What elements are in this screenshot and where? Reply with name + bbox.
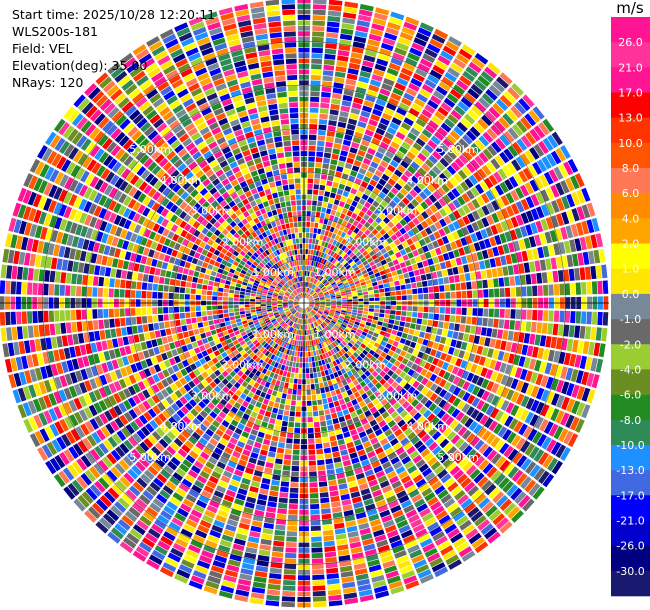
range-ring-label: 1.00km: [252, 328, 294, 341]
range-ring-label: 1.00km: [314, 328, 356, 341]
colorbar-swatch: [611, 545, 650, 572]
colorbar-swatch: [611, 369, 650, 395]
info-panel: Start time: 2025/10/28 12:20:11 WLS200s-…: [12, 6, 215, 91]
colorbar-swatch: [611, 168, 650, 194]
range-ring-label: 3.00km: [191, 205, 233, 218]
range-ring-label: 1.00km: [314, 266, 356, 279]
range-ring-label: 1.00km: [252, 266, 294, 279]
velocity-gates-bin-3: [4, 0, 601, 591]
ppi-gates: [0, 0, 609, 608]
colorbar-tick-label: 1.0: [622, 263, 640, 276]
field-text: Field: VEL: [12, 41, 73, 56]
colorbar-tick-label: 10.0: [618, 137, 643, 150]
colorbar-tick-label: -4.0: [620, 363, 641, 376]
colorbar-swatch: [611, 268, 650, 295]
colorbar-tick-label: 4.0: [622, 212, 640, 225]
range-ring-label: 4.00km: [406, 174, 448, 187]
colorbar-swatch: [611, 344, 650, 370]
range-ring-label: 4.00km: [160, 420, 202, 433]
colorbar-swatch: [611, 293, 650, 320]
instrument-text: WLS200s-181: [12, 24, 98, 39]
range-ring-label: 3.00km: [191, 389, 233, 402]
colorbar-tick-label: 21.0: [618, 61, 643, 74]
colorbar-tick-label: -1.0: [620, 313, 641, 326]
velocity-gates-bin-1: [8, 7, 604, 583]
colorbar-tick-label: 13.0: [618, 112, 643, 125]
colorbar-tick-label: 17.0: [618, 87, 643, 100]
colorbar-tick-label: -17.0: [616, 489, 644, 502]
colorbar-tick-label: -30.0: [616, 565, 644, 578]
colorbar-swatch: [611, 142, 650, 169]
velocity-gates-bin-16: [22, 4, 604, 601]
colorbar-tick-label: 8.0: [622, 162, 640, 175]
colorbar-tick-label: 6.0: [622, 187, 640, 200]
colorbar-swatch: [611, 92, 650, 118]
colorbar-swatch: [611, 243, 650, 270]
colorbar-swatch: [611, 470, 650, 496]
colorbar-swatch: [611, 419, 650, 446]
range-ring-label: 2.00km: [345, 359, 387, 372]
colorbar-tick-label: -10.0: [616, 439, 644, 452]
range-ring-label: 4.00km: [406, 420, 448, 433]
colorbar-swatch: [611, 17, 650, 43]
range-ring-label: 5.00km: [437, 451, 479, 464]
colorbar-swatch: [611, 193, 650, 219]
colorbar-swatch: [611, 520, 650, 546]
colorbar-tick-label: 0.0: [622, 288, 640, 301]
colorbar-swatch: [611, 117, 650, 144]
colorbar-swatch: [611, 394, 650, 421]
colorbar-tick-label: -26.0: [616, 540, 644, 553]
range-ring-label: 3.00km: [376, 389, 418, 402]
range-ring-label: 2.00km: [222, 235, 264, 248]
range-ring-label: 3.00km: [376, 205, 418, 218]
colorbar-tick-label: 26.0: [618, 36, 643, 49]
colorbar-swatch: [611, 444, 650, 471]
colorbar-swatch: [611, 42, 650, 68]
range-ring-label: 2.00km: [345, 235, 387, 248]
range-ring-label: 4.00km: [160, 174, 202, 187]
colorbar-swatch: [611, 570, 650, 597]
colorbar-swatch: [611, 319, 650, 345]
range-ring-label: 5.00km: [437, 143, 479, 156]
colorbar-tick-label: -2.0: [620, 338, 641, 351]
colorbar-swatch: [611, 218, 650, 244]
velocity-gates-bin-14: [2, 20, 601, 602]
range-ring-label: 5.00km: [129, 451, 171, 464]
colorbar-tick-label: -8.0: [620, 414, 641, 427]
nrays-text: NRays: 120: [12, 75, 84, 90]
colorbar-swatch: [611, 67, 650, 93]
colorbar-swatch: [611, 495, 650, 521]
start-time-text: Start time: 2025/10/28 12:20:11: [12, 7, 216, 22]
range-ring-label: 2.00km: [222, 359, 264, 372]
colorbar-tick-label: -13.0: [616, 464, 644, 477]
colorbar-unit: m/s: [616, 0, 644, 17]
colorbar-tick-label: 2.0: [622, 238, 640, 251]
elevation-text: Elevation(deg): 35.00: [12, 58, 148, 73]
colorbar-tick-label: -6.0: [620, 389, 641, 402]
range-ring-label: 5.00km: [129, 143, 171, 156]
colorbar-tick-label: -21.0: [616, 515, 644, 528]
